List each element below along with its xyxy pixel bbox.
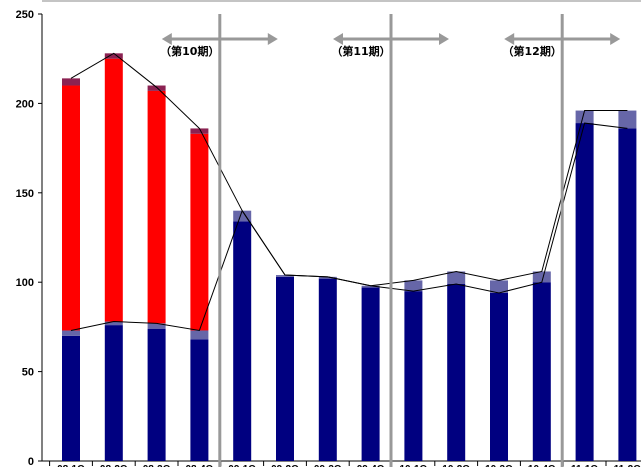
y-tick-label: 50	[22, 367, 34, 379]
bar-segment-0	[447, 283, 466, 461]
bar-segment-0	[190, 339, 209, 461]
bar-segment-2	[190, 133, 209, 331]
bar-segment-1	[147, 323, 166, 329]
bar-segment-0	[404, 291, 423, 461]
bar-segment-2	[147, 90, 166, 324]
x-tick-label: 10-1Q	[400, 464, 428, 467]
bar-segment-0	[62, 335, 80, 461]
bar-segment-1	[490, 280, 508, 293]
bar-segment-2	[104, 58, 123, 322]
x-tick-label: 09-1Q	[228, 464, 256, 467]
bar-segment-3	[62, 78, 80, 86]
base-line	[70, 122, 628, 332]
bar-segment-1	[62, 330, 80, 336]
bar-segment-1	[575, 110, 594, 124]
lines-layer	[70, 52, 628, 332]
arrow-head-left	[161, 33, 172, 45]
y-tick-label: 100	[16, 277, 34, 289]
x-tick-label: 09-3Q	[314, 464, 342, 467]
bar-segment-1	[276, 275, 294, 277]
x-tick-label: 10-4Q	[528, 464, 556, 467]
bar-segment-0	[575, 123, 594, 462]
bar-segment-1	[447, 271, 466, 284]
bar-segment-1	[190, 330, 209, 340]
periods-layer	[161, 14, 621, 467]
x-tick-label: 11-1Q	[571, 464, 598, 467]
arrow-head-right	[439, 33, 449, 45]
bar-segment-0	[318, 278, 337, 461]
bar-segment-0	[104, 325, 123, 461]
bar-segment-1	[104, 321, 123, 326]
x-tick-label: 08-3Q	[143, 464, 171, 467]
x-tick-label: 08-2Q	[100, 464, 128, 467]
x-tick-label: 08-4Q	[186, 464, 214, 467]
y-tick-label: 200	[16, 98, 34, 110]
bar-segment-1	[361, 285, 380, 288]
bar-segment-1	[404, 280, 423, 292]
period-label: （第11期）	[331, 44, 390, 58]
x-tick-label: 11-2Q	[614, 464, 641, 467]
arrow-head-left	[504, 33, 515, 45]
x-tick-label: 09-4Q	[357, 464, 385, 467]
arrow-head-right	[267, 33, 278, 45]
bar-segment-1	[618, 110, 637, 129]
bar-segment-0	[618, 128, 637, 461]
period-label: （第12期）	[503, 44, 562, 58]
x-tick-label: 08-1Q	[57, 464, 85, 467]
labels-layer: 0 50 100 150 200 250 08-1Q 08-2Q 08-3Q 08-4Q 09-1Q…	[16, 9, 641, 467]
bar-segment-3	[190, 128, 209, 134]
bar-segment-0	[490, 292, 508, 461]
y-tick-label: 150	[16, 188, 34, 200]
bar-segment-0	[147, 328, 166, 461]
bar-segment-0	[361, 287, 380, 461]
y-tick-label: 250	[16, 9, 34, 21]
bar-segment-3	[147, 85, 166, 91]
bar-segment-3	[104, 53, 123, 59]
bar-segment-2	[62, 85, 80, 331]
period-label: （第10期）	[160, 44, 219, 58]
bar-segment-0	[233, 221, 252, 461]
bars-layer	[62, 53, 637, 462]
y-tick-label: 0	[28, 456, 34, 467]
bar-segment-0	[532, 282, 551, 461]
x-tick-label: 10-3Q	[485, 464, 513, 467]
x-tick-label: 10-2Q	[442, 464, 470, 467]
arrow-head-left	[333, 33, 343, 45]
arrow-head-right	[610, 33, 621, 45]
bar-segment-0	[276, 276, 294, 461]
bar-segment-1	[318, 276, 337, 279]
bar-segment-1	[233, 210, 252, 222]
bar-segment-1	[532, 271, 551, 283]
x-tick-label: 09-2Q	[271, 464, 299, 467]
